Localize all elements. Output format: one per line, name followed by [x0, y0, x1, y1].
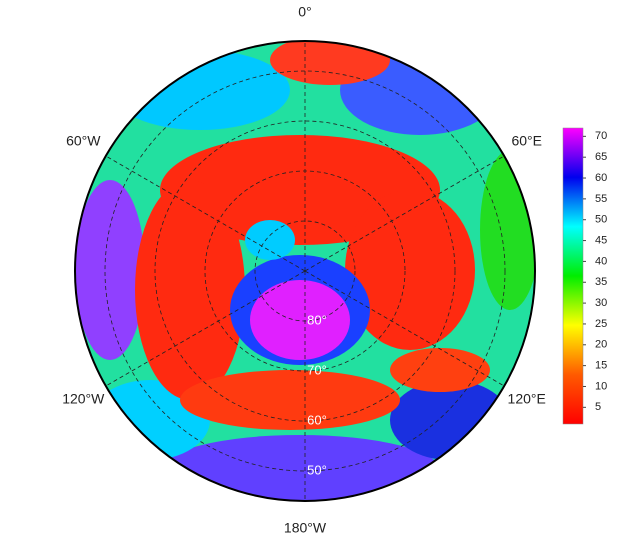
colorbar: 5 10 15 20 25 30 35 40 45 50 55 60 65 70 — [562, 127, 607, 425]
colorbar-tick-label: 60 — [595, 172, 607, 184]
meridian — [105, 155, 306, 272]
latitude-circle — [154, 120, 456, 422]
colorbar-tick-label: 70 — [595, 130, 607, 142]
longitude-label: 120°W — [62, 391, 105, 407]
colorbar-tick-label: 45 — [595, 234, 607, 246]
colorbar-tick-label: 25 — [595, 318, 607, 330]
colorbar-tick-label: 10 — [595, 380, 607, 392]
latitude-label: 80° — [307, 312, 327, 327]
latitude-label: 60° — [307, 412, 327, 427]
longitude-label: 60°W — [66, 133, 101, 149]
colorbar-tick-label: 50 — [595, 214, 607, 226]
longitude-label: 60°E — [511, 133, 542, 149]
colorbar-tick-label: 35 — [595, 276, 607, 288]
meridian — [105, 270, 306, 387]
colorbar-scale — [562, 127, 584, 425]
meridian — [304, 155, 505, 272]
longitude-label: 0° — [298, 4, 311, 20]
latitude-circle — [104, 70, 506, 472]
longitude-label: 120°E — [508, 391, 546, 407]
colorbar-tick-label: 40 — [595, 255, 607, 267]
colorbar-tick-label: 20 — [595, 339, 607, 351]
colorbar-tick-label: 5 — [595, 401, 601, 413]
latitude-label: 70° — [307, 362, 327, 377]
latitude-label: 50° — [307, 462, 327, 477]
map-border — [74, 40, 536, 502]
colorbar-tick-label: 55 — [595, 193, 607, 205]
colorbar-tick-label: 15 — [595, 360, 607, 372]
meridian — [304, 270, 505, 387]
graticule — [104, 41, 506, 501]
colorbar-tick-label: 65 — [595, 151, 607, 163]
longitude-label: 180°W — [284, 520, 327, 536]
colorbar-tick-label: 30 — [595, 297, 607, 309]
